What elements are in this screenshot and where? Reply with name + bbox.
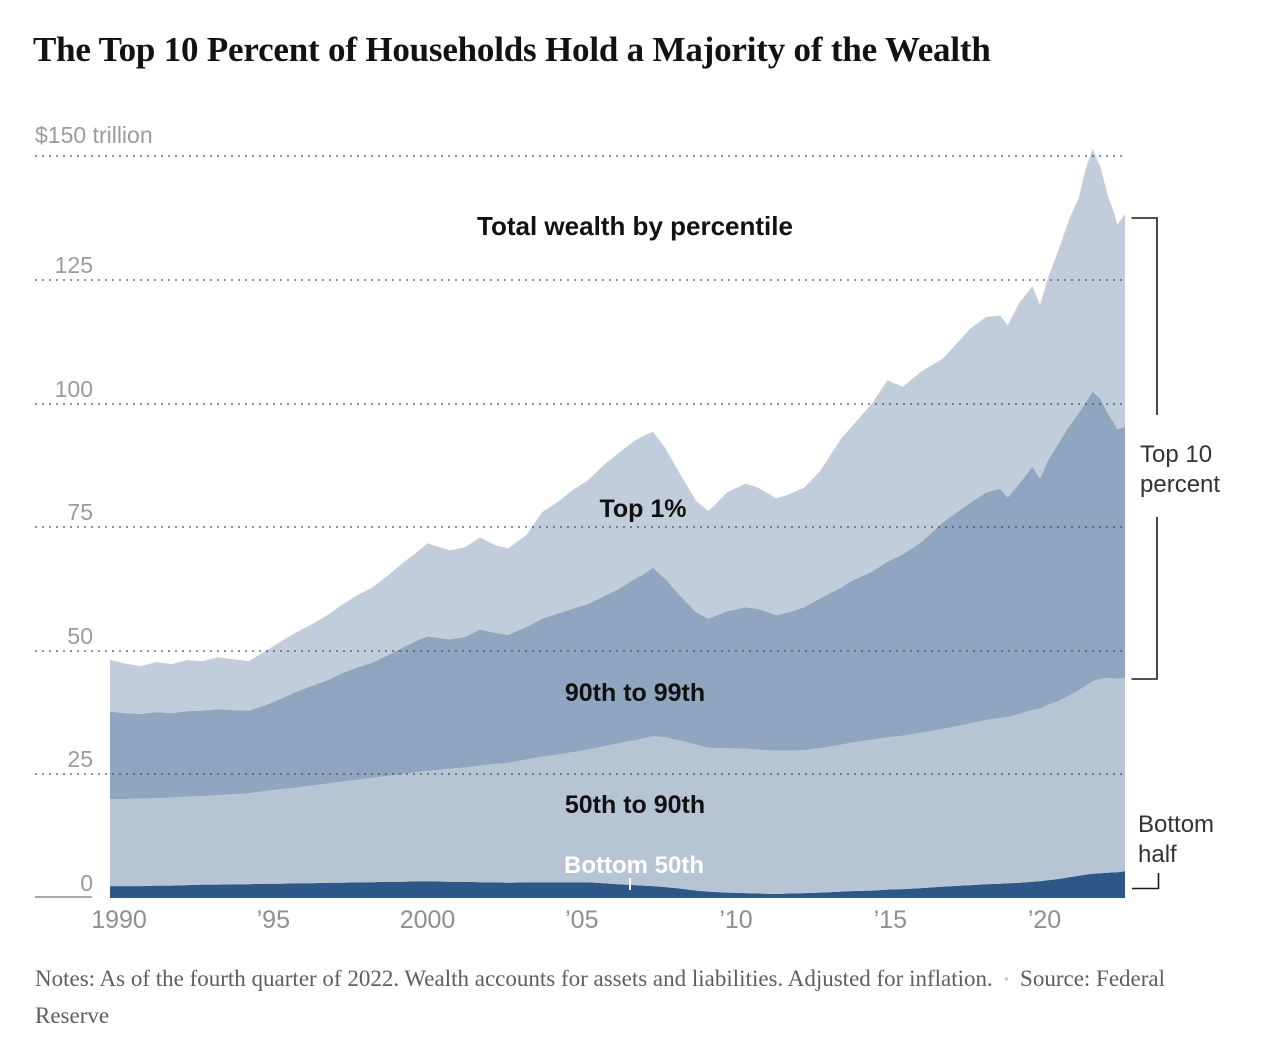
notes-text: Notes: As of the fourth quarter of 2022.…: [35, 966, 993, 991]
area-top-1-: [110, 148, 1125, 715]
area-label-bottom-50th: Bottom 50th: [564, 852, 704, 879]
top-10-percent-bracket: [1131, 217, 1158, 680]
y-tick-75: 75: [67, 499, 93, 526]
x-tick-2000: 2000: [399, 906, 456, 934]
area-label-90th-99th: 90th to 99th: [564, 679, 706, 707]
bottom-half-bracket: [1132, 873, 1160, 890]
page-title: The Top 10 Percent of Households Hold a …: [33, 30, 991, 69]
gridline-125: [35, 278, 1125, 281]
y-axis-top-label: $150 trillion: [35, 122, 153, 148]
y-tick-25: 25: [67, 746, 93, 773]
x-tick-1995: ’95: [256, 906, 290, 934]
y-tick-0: 0: [80, 870, 93, 896]
x-tick-2020: ’20: [1027, 906, 1062, 934]
x-tick-2015: ’15: [873, 906, 907, 934]
area-label-50th-90th: 50th to 90th: [564, 791, 706, 819]
bracket-label-bottom-half-line1: Bottom: [1138, 811, 1215, 838]
gridline-25: [35, 773, 1125, 776]
bullet-separator-icon: •: [1003, 972, 1010, 988]
y-tick-125: 125: [54, 251, 93, 278]
area-label-top-1: Top 1%: [599, 495, 687, 523]
gridline-100: [35, 402, 1125, 405]
bracket-label-bottom-half: Bottom half: [1138, 810, 1248, 870]
zero-axis-stub: [35, 896, 92, 898]
area-bottom-50th: [110, 871, 1125, 898]
y-tick-50: 50: [67, 622, 93, 649]
y-tick-100: 100: [54, 375, 93, 402]
gridline-150: [35, 155, 1125, 158]
bottom-50th-pointer-tick: [629, 878, 631, 890]
gridline-50: [35, 649, 1125, 652]
x-tick-2005: ’05: [565, 906, 599, 934]
area-90th-to-99th: [110, 391, 1125, 800]
x-tick-2010: ’10: [719, 906, 753, 934]
footnotes: Notes: As of the fourth quarter of 2022.…: [35, 961, 1205, 1033]
gridline-75: [35, 526, 1125, 529]
area-50th-to-90th: [110, 677, 1125, 894]
source-text: Source: Federal Reserve: [35, 966, 1166, 1028]
chart-annotation-total-wealth: Total wealth by percentile: [477, 211, 793, 241]
bracket-label-top-10-line2: percent: [1140, 471, 1221, 498]
bracket-label-top-10-percent: Top 10 percent: [1140, 440, 1250, 500]
bracket-label-top-10-line1: Top 10: [1140, 441, 1213, 468]
bracket-label-bottom-half-line2: half: [1138, 841, 1177, 868]
x-tick-1990: 1990: [91, 906, 147, 934]
